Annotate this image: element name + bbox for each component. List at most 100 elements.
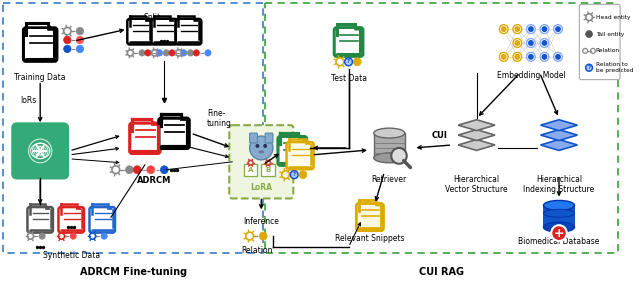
FancyBboxPatch shape	[579, 4, 620, 80]
Circle shape	[125, 166, 133, 174]
FancyBboxPatch shape	[127, 19, 153, 44]
Circle shape	[541, 54, 547, 60]
FancyBboxPatch shape	[287, 142, 314, 169]
Polygon shape	[541, 130, 577, 141]
Text: IoRs: IoRs	[20, 96, 36, 105]
Circle shape	[513, 25, 522, 34]
Text: Biomedical Database: Biomedical Database	[518, 237, 600, 246]
Text: +: +	[554, 227, 564, 240]
Text: Synthetic Data: Synthetic Data	[43, 251, 100, 260]
Circle shape	[76, 45, 84, 53]
Ellipse shape	[374, 153, 405, 163]
Ellipse shape	[374, 128, 405, 138]
Circle shape	[513, 52, 522, 61]
FancyBboxPatch shape	[12, 123, 68, 179]
Polygon shape	[47, 23, 54, 30]
Ellipse shape	[259, 150, 264, 153]
Circle shape	[540, 52, 549, 61]
Text: Head entity: Head entity	[596, 15, 630, 20]
Bar	[359, 205, 381, 209]
Ellipse shape	[543, 222, 575, 232]
Circle shape	[540, 38, 549, 47]
Circle shape	[147, 166, 155, 174]
Circle shape	[586, 30, 593, 38]
Circle shape	[161, 166, 168, 174]
Circle shape	[156, 50, 163, 56]
Circle shape	[391, 148, 407, 164]
Circle shape	[169, 50, 175, 56]
Circle shape	[63, 45, 71, 53]
Circle shape	[76, 36, 84, 44]
Polygon shape	[180, 114, 187, 121]
Text: CUI RAG: CUI RAG	[419, 267, 464, 277]
Text: ?: ?	[347, 59, 350, 64]
Ellipse shape	[543, 209, 575, 217]
Circle shape	[515, 40, 520, 46]
Circle shape	[541, 26, 547, 32]
Circle shape	[250, 136, 273, 160]
Polygon shape	[306, 139, 311, 144]
Text: Split: Split	[143, 13, 161, 22]
Circle shape	[255, 144, 259, 148]
Polygon shape	[376, 200, 381, 206]
Ellipse shape	[543, 200, 575, 210]
Text: Relation to
be predicted: Relation to be predicted	[596, 62, 634, 73]
Text: Fine-
tuning: Fine- tuning	[207, 109, 232, 128]
Circle shape	[145, 50, 151, 56]
Circle shape	[499, 52, 508, 61]
Text: Retriever: Retriever	[372, 175, 407, 184]
Circle shape	[554, 25, 563, 34]
Circle shape	[586, 64, 593, 71]
Text: ?: ?	[292, 172, 296, 177]
Text: Test Data: Test Data	[331, 74, 367, 83]
Polygon shape	[298, 133, 304, 139]
Text: Hierarchical
Vector Structure: Hierarchical Vector Structure	[445, 175, 508, 194]
Bar	[92, 209, 113, 213]
Text: B: B	[266, 167, 271, 173]
Bar	[161, 120, 187, 124]
Polygon shape	[108, 204, 113, 209]
Circle shape	[527, 52, 535, 61]
Polygon shape	[170, 16, 175, 21]
Bar	[61, 209, 81, 213]
Polygon shape	[45, 204, 51, 209]
Polygon shape	[152, 119, 157, 126]
Text: ADRCM Fine-tuning: ADRCM Fine-tuning	[80, 267, 187, 277]
Circle shape	[193, 50, 200, 56]
Circle shape	[353, 58, 361, 66]
Circle shape	[139, 50, 145, 56]
Text: Inference: Inference	[243, 217, 279, 226]
Bar	[132, 125, 157, 129]
Text: Relation: Relation	[596, 48, 620, 53]
Bar	[337, 29, 360, 33]
Text: Relation: Relation	[242, 246, 273, 255]
Circle shape	[101, 233, 108, 239]
Text: A: A	[248, 167, 253, 173]
Text: Relevant Snippets: Relevant Snippets	[335, 234, 404, 243]
Polygon shape	[541, 140, 577, 150]
Polygon shape	[145, 16, 150, 21]
Bar	[261, 164, 275, 176]
FancyBboxPatch shape	[334, 28, 363, 56]
Circle shape	[39, 233, 45, 239]
FancyBboxPatch shape	[176, 19, 202, 44]
Circle shape	[63, 36, 71, 44]
Bar	[374, 133, 405, 158]
Circle shape	[540, 25, 549, 34]
Polygon shape	[458, 140, 495, 150]
Text: LoRA: LoRA	[250, 183, 272, 192]
Circle shape	[188, 50, 193, 56]
Circle shape	[555, 54, 561, 60]
Text: Hierarchical
Indexing Structure: Hierarchical Indexing Structure	[524, 175, 595, 194]
FancyBboxPatch shape	[130, 123, 160, 153]
Polygon shape	[194, 16, 199, 21]
Circle shape	[541, 40, 547, 46]
Polygon shape	[458, 120, 495, 131]
FancyBboxPatch shape	[265, 133, 273, 143]
Polygon shape	[541, 120, 577, 131]
FancyBboxPatch shape	[159, 118, 189, 148]
Circle shape	[76, 27, 84, 35]
Circle shape	[528, 26, 534, 32]
FancyBboxPatch shape	[278, 137, 307, 165]
Circle shape	[501, 54, 507, 60]
